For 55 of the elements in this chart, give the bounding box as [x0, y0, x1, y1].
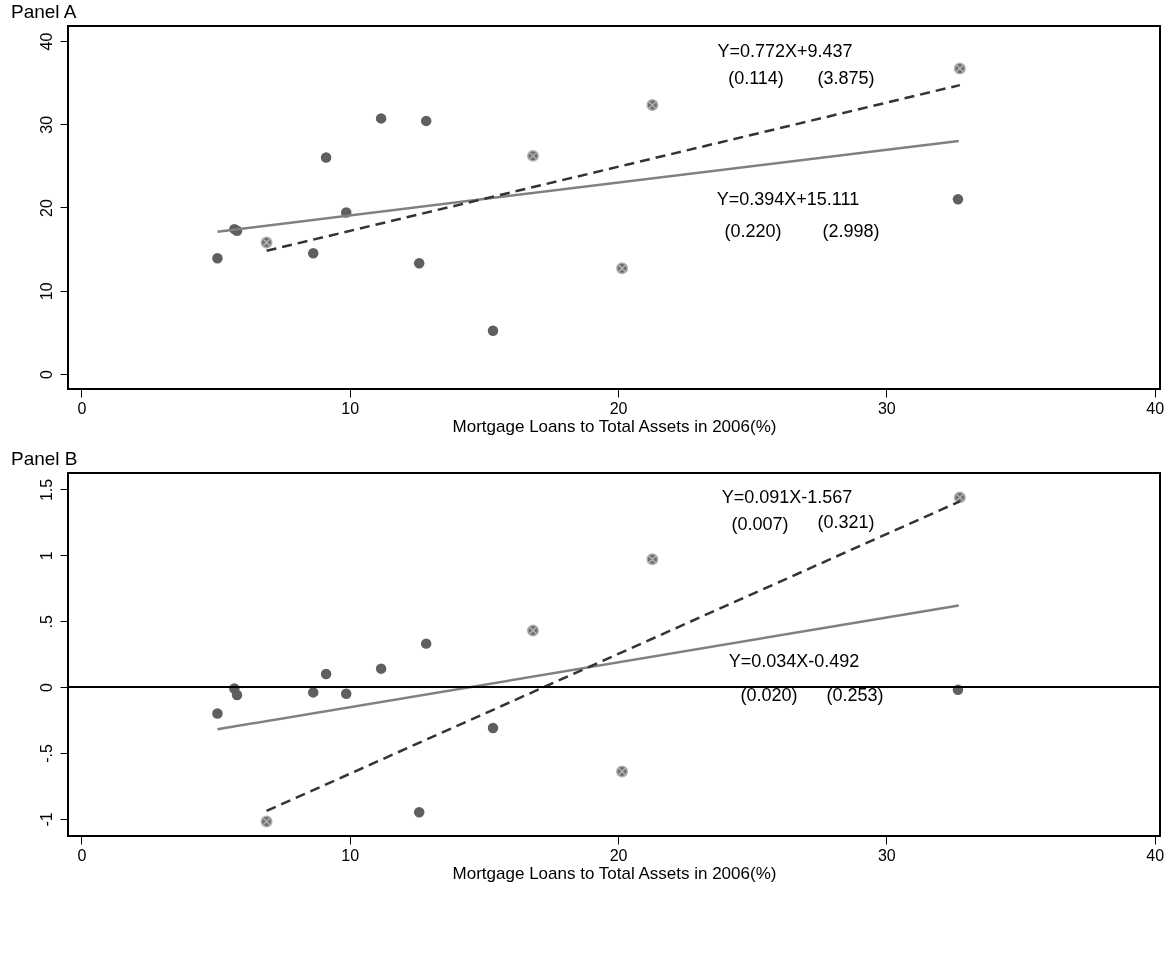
y-tick-label: 20: [37, 199, 55, 217]
y-tick-label: 1: [37, 551, 55, 561]
y-tick-label: -.5: [37, 744, 55, 763]
x-tick-label: 20: [609, 846, 628, 864]
annotation: Y=0.091X-1.567: [721, 487, 853, 507]
x-tick-label: 10: [341, 846, 360, 864]
annotation: (0.007): [731, 514, 789, 534]
point: [212, 253, 223, 264]
point: [212, 708, 223, 719]
point: [487, 325, 499, 336]
y-tick-label: 30: [37, 115, 55, 134]
annotation: (0.321): [817, 512, 875, 532]
point: [340, 688, 352, 699]
point: [413, 258, 425, 269]
annotation: (2.998): [822, 221, 880, 241]
annotation: Y=0.394X+15.111: [716, 189, 860, 209]
point: [952, 193, 964, 205]
annotation: (0.114): [728, 68, 784, 88]
annotation: (0.020): [740, 685, 798, 705]
point: [375, 663, 387, 674]
chart-title: Panel B: [11, 448, 78, 469]
annotation: Y=0.034X-0.492: [728, 651, 860, 671]
point: [320, 668, 332, 680]
y-tick-label: 1.5: [37, 478, 55, 502]
y-tick-label: 40: [37, 32, 55, 51]
point: [307, 687, 319, 698]
x-tick-label: 0: [77, 846, 87, 864]
x-tick-label: 0: [77, 399, 87, 417]
point: [320, 152, 332, 163]
annotation: (0.253): [826, 685, 884, 705]
y-tick-label: 10: [37, 282, 55, 301]
annotation: (3.875): [817, 68, 875, 88]
x-tick-label: 30: [877, 399, 896, 417]
point: [526, 149, 539, 162]
x-tick-label: 30: [877, 846, 896, 864]
annotation: Y=0.772X+9.437: [717, 41, 853, 61]
point: [307, 248, 319, 259]
x-tick-label: 10: [341, 399, 360, 417]
point: [420, 638, 432, 649]
point: [375, 113, 387, 124]
annotation: (0.220): [724, 221, 782, 241]
point: [413, 807, 425, 818]
point: [420, 115, 432, 127]
x-tick-label: 40: [1146, 846, 1165, 864]
x-tick-label: 20: [609, 399, 628, 417]
chart-title: Panel A: [11, 1, 77, 22]
point: [487, 722, 499, 734]
x-tick-label: 40: [1146, 399, 1165, 417]
y-tick-label: 0: [37, 683, 55, 693]
x-axis-title: Mortgage Loans to Total Assets in 2006(%): [452, 416, 777, 436]
x-axis-title: Mortgage Loans to Total Assets in 2006(%): [452, 863, 777, 883]
y-tick-label: .5: [37, 614, 55, 629]
point: [231, 689, 243, 701]
y-tick-label: -1: [37, 812, 55, 827]
y-tick-label: 0: [37, 369, 55, 379]
